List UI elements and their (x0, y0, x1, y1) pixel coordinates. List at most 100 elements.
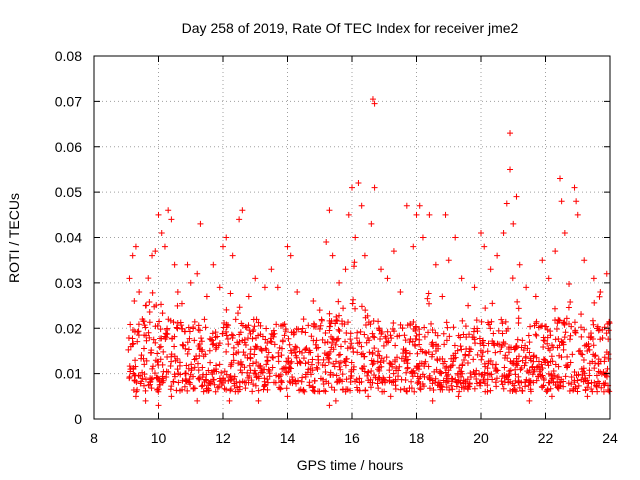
data-point (236, 304, 243, 311)
data-point (228, 331, 235, 338)
data-point (432, 379, 439, 386)
data-point (244, 335, 251, 342)
data-point (560, 346, 567, 353)
data-point (248, 377, 255, 384)
data-point (470, 368, 477, 375)
data-point (507, 166, 514, 173)
y-tick-label: 0.04 (55, 230, 82, 246)
data-point (387, 332, 394, 339)
data-point (432, 261, 439, 268)
data-point (408, 378, 415, 385)
data-point (333, 372, 340, 379)
data-point (247, 330, 254, 337)
data-point (235, 388, 242, 395)
data-point (505, 325, 511, 332)
data-point (174, 302, 181, 309)
data-point (507, 367, 514, 374)
data-point (522, 342, 529, 349)
data-point (394, 333, 401, 340)
data-point (369, 330, 376, 337)
data-point (392, 386, 399, 393)
data-point (429, 327, 436, 334)
data-point (493, 383, 500, 390)
data-point (603, 349, 610, 356)
data-point (311, 321, 318, 328)
data-point (392, 342, 399, 349)
data-point (307, 365, 314, 372)
data-point (558, 354, 565, 361)
data-point (300, 355, 307, 362)
data-point (137, 380, 144, 387)
data-point (471, 371, 478, 378)
data-point (499, 342, 506, 349)
data-point (600, 388, 607, 395)
data-point (584, 348, 591, 355)
data-point (158, 301, 165, 308)
data-point (512, 343, 519, 350)
data-point (320, 356, 327, 363)
data-point (571, 379, 578, 386)
data-point (363, 339, 370, 346)
data-point (526, 339, 533, 346)
data-point (227, 386, 234, 393)
data-point (336, 279, 343, 286)
data-point (251, 367, 258, 374)
data-point (574, 211, 581, 218)
data-point (236, 216, 243, 223)
data-point (151, 370, 158, 377)
data-point (569, 351, 576, 358)
data-point (600, 380, 607, 387)
data-point (535, 363, 542, 370)
data-point (474, 351, 481, 358)
data-point (586, 367, 593, 374)
data-point (129, 252, 136, 259)
data-point (191, 318, 198, 325)
data-point (184, 387, 191, 394)
data-point (174, 366, 181, 373)
data-point (292, 349, 299, 356)
data-point (230, 357, 237, 364)
data-point (135, 321, 142, 328)
data-point (487, 387, 494, 394)
data-point (533, 320, 540, 327)
data-point (526, 349, 533, 356)
data-point (149, 363, 156, 370)
data-point (312, 341, 319, 348)
data-point (530, 353, 537, 360)
data-point (270, 327, 277, 334)
data-point (188, 367, 195, 374)
data-point (345, 211, 352, 218)
data-point (582, 386, 589, 393)
data-point (489, 376, 496, 383)
data-point (554, 384, 561, 391)
data-point (547, 332, 554, 339)
x-tick-label: 14 (280, 430, 296, 446)
data-point (318, 316, 325, 323)
data-point (151, 303, 158, 310)
data-point (377, 335, 384, 342)
data-point (549, 358, 556, 365)
data-point (139, 375, 146, 382)
data-point (231, 382, 238, 389)
data-point (478, 356, 485, 363)
data-point (564, 353, 571, 360)
data-point (547, 385, 554, 392)
data-point (473, 380, 480, 387)
data-point (365, 319, 372, 326)
data-point (542, 359, 549, 366)
data-point (486, 321, 493, 328)
data-point (369, 349, 376, 356)
data-point (543, 323, 550, 330)
data-point (401, 385, 408, 392)
data-point (487, 266, 494, 273)
data-point (358, 343, 365, 350)
data-point (218, 369, 225, 376)
data-point (416, 331, 423, 338)
data-point (321, 339, 328, 346)
data-point (386, 367, 393, 374)
data-point (533, 332, 540, 339)
data-point (370, 333, 377, 340)
data-point (478, 371, 485, 378)
data-point (458, 346, 465, 353)
data-point (275, 353, 282, 360)
